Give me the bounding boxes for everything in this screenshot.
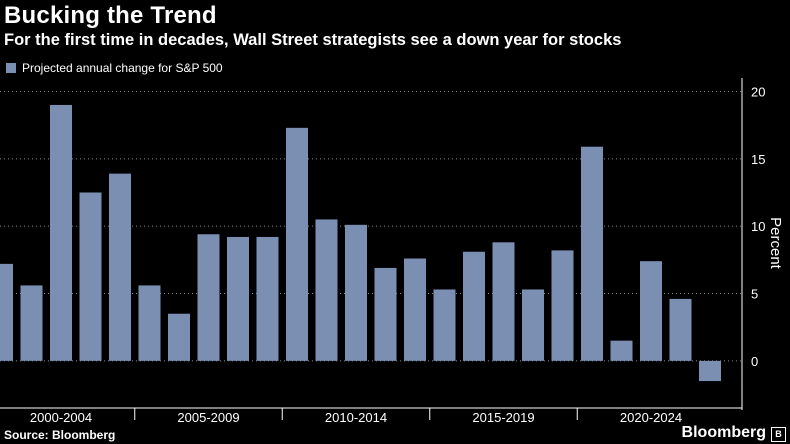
bar: [610, 340, 633, 361]
bar: [197, 234, 220, 361]
source-note: Source: Bloomberg: [4, 428, 116, 442]
bar: [138, 285, 161, 361]
bloomberg-logo: Bloomberg: [681, 424, 766, 441]
chart-subtitle: For the first time in decades, Wall Stre…: [4, 31, 622, 49]
bar: [669, 298, 692, 361]
bar: [374, 267, 397, 361]
x-tick-label: 2015-2019: [472, 410, 534, 425]
bar: [79, 192, 102, 361]
bar: [256, 236, 279, 361]
legend-label: Projected annual change for S&P 500: [22, 61, 223, 75]
legend: Projected annual change for S&P 500: [6, 61, 223, 75]
y-axis-title: Percent: [767, 217, 784, 270]
bar: [699, 360, 721, 382]
x-tick-label: 2005-2009: [177, 410, 239, 425]
bar: [315, 219, 338, 361]
y-tick-label: 5: [751, 287, 758, 302]
bar: [640, 261, 662, 361]
bar: [0, 263, 13, 361]
x-tick-label: 2010-2014: [325, 410, 387, 425]
bar: [404, 258, 426, 361]
legend-swatch: [6, 63, 16, 73]
bar: [286, 127, 308, 361]
bar: [109, 173, 131, 361]
chart-title: Bucking the Trend: [4, 2, 217, 29]
bar: [50, 104, 72, 361]
bar: [581, 146, 603, 361]
bar: [492, 242, 515, 361]
y-tick-label: 20: [751, 84, 765, 99]
bar: [345, 224, 367, 361]
y-tick-label: 10: [751, 219, 765, 234]
bar: [433, 289, 456, 361]
bar: [227, 236, 249, 361]
bar: [551, 250, 574, 361]
bar: [463, 251, 485, 361]
bar: [522, 289, 544, 361]
x-tick-label: 2020-2024: [620, 410, 682, 425]
bar: [168, 313, 190, 361]
y-tick-label: 0: [751, 354, 758, 369]
bloomberg-terminal-icon: B: [771, 427, 786, 442]
x-tick-label: 2000-2004: [30, 410, 92, 425]
y-tick-label: 15: [751, 152, 765, 167]
bar: [20, 285, 43, 361]
